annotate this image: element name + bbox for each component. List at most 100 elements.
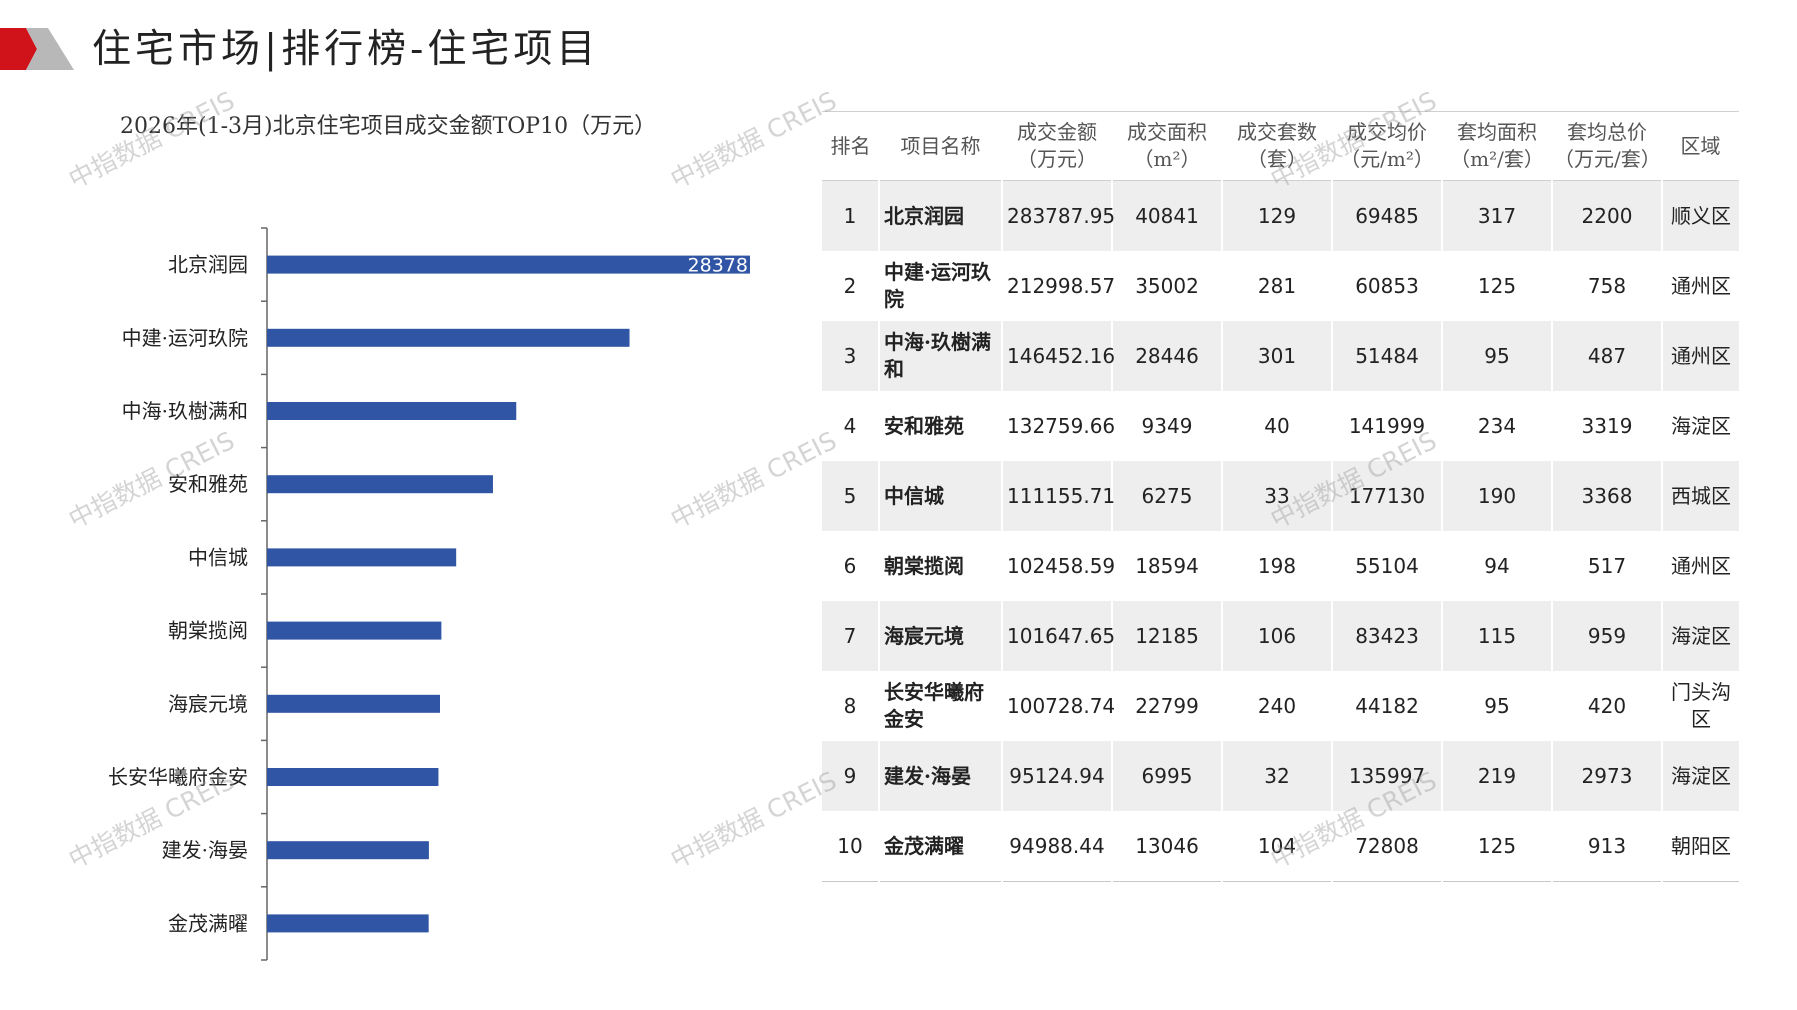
cell-deal-amount: 132759.66 xyxy=(1002,391,1115,461)
cell-project-name: 中海·玖樹满和 xyxy=(879,321,1003,391)
cell-deal-area: 22799 xyxy=(1112,671,1223,741)
header-avg-unit-price: 套均总价 （万元/套） xyxy=(1552,112,1662,181)
cell-deal-area: 6995 xyxy=(1112,741,1223,811)
cell-avg-unit-area: 125 xyxy=(1442,251,1553,321)
cell-deal-area: 40841 xyxy=(1112,180,1223,251)
cell-rank: 3 xyxy=(822,321,880,391)
header-text: （m²/套） xyxy=(1450,147,1544,171)
page-title: 住宅市场|排行榜-住宅项目 xyxy=(92,27,600,72)
cell-rank: 4 xyxy=(822,391,880,461)
header-rank: 排名 xyxy=(822,112,879,181)
chart-title: 2026年(1-3月)北京住宅项目成交金额TOP10（万元） xyxy=(120,114,657,139)
cell-district: 门头沟区 xyxy=(1662,671,1739,741)
bar-5 xyxy=(267,548,457,567)
table-row: 3 中海·玖樹满和 146452.16 28446 301 51484 95 487 通州区 xyxy=(822,321,1739,391)
cell-avg-unit-area: 234 xyxy=(1442,391,1553,461)
header-text: （套） xyxy=(1247,147,1307,171)
category-label: 海宸元境 xyxy=(168,692,248,716)
cell-deal-amount: 283787.95 xyxy=(1002,180,1115,251)
cell-avg-price: 141999 xyxy=(1332,391,1443,461)
cell-avg-unit-price: 2200 xyxy=(1552,180,1663,251)
cell-project-name: 金茂满曜 xyxy=(879,811,1003,882)
cell-deal-area: 9349 xyxy=(1112,391,1223,461)
cell-district: 海淀区 xyxy=(1662,391,1739,461)
header-text: 套均总价 xyxy=(1567,120,1647,144)
cell-deal-amount: 100728.74 xyxy=(1002,671,1115,741)
cell-avg-price: 69485 xyxy=(1332,180,1443,251)
category-label: 中建·运河玖院 xyxy=(122,326,248,350)
table-header-row: 排名 项目名称 成交金额 （万元） 成交面积 （m²） 成交套数 （套） 成交均价 （元/m²） 套… xyxy=(822,111,1739,181)
cell-district: 朝阳区 xyxy=(1662,811,1739,882)
cell-avg-price: 60853 xyxy=(1332,251,1443,321)
header-text: （元/m²） xyxy=(1340,147,1434,171)
cell-avg-unit-price: 2973 xyxy=(1552,741,1663,811)
category-label: 朝棠揽阅 xyxy=(168,619,248,643)
cell-deal-amount: 111155.71 xyxy=(1002,461,1115,531)
cell-avg-price: 44182 xyxy=(1332,671,1443,741)
header-text: 项目名称 xyxy=(900,133,981,158)
cell-deal-area: 28446 xyxy=(1112,321,1223,391)
cell-district: 海淀区 xyxy=(1662,741,1739,811)
cell-rank: 10 xyxy=(822,811,880,882)
cell-deal-units: 33 xyxy=(1222,461,1333,531)
bar-9 xyxy=(267,841,429,860)
cell-district: 海淀区 xyxy=(1662,601,1739,671)
cell-rank: 1 xyxy=(822,180,880,251)
cell-rank: 5 xyxy=(822,461,880,531)
cell-project-name: 建发·海晏 xyxy=(879,741,1003,811)
cell-avg-unit-price: 758 xyxy=(1552,251,1663,321)
cell-deal-units: 281 xyxy=(1222,251,1333,321)
cell-project-name: 海宸元境 xyxy=(879,601,1003,671)
bar-7 xyxy=(267,694,441,713)
cell-avg-unit-price: 959 xyxy=(1552,601,1663,671)
bar-6 xyxy=(267,621,442,640)
cell-avg-unit-area: 190 xyxy=(1442,461,1553,531)
cell-rank: 7 xyxy=(822,601,880,671)
cell-project-name: 北京润园 xyxy=(879,180,1003,251)
cell-avg-price: 72808 xyxy=(1332,811,1443,882)
bar-8 xyxy=(267,768,439,786)
cell-deal-units: 40 xyxy=(1222,391,1333,461)
cell-avg-unit-price: 420 xyxy=(1552,671,1663,741)
cell-avg-unit-area: 125 xyxy=(1442,811,1553,882)
category-label: 中海·玖樹满和 xyxy=(122,399,248,423)
cell-deal-amount: 95124.94 xyxy=(1002,741,1113,811)
table-row: 5 中信城 111155.71 6275 33 177130 190 3368 西城区 xyxy=(822,461,1739,531)
header-project-name: 项目名称 xyxy=(879,112,1002,181)
cell-avg-unit-price: 3319 xyxy=(1552,391,1663,461)
header-text: 成交均价 xyxy=(1347,120,1427,144)
cell-deal-units: 106 xyxy=(1222,601,1333,671)
bar-3 xyxy=(267,402,517,420)
table-row: 7 海宸元境 101647.65 12185 106 83423 115 959 海淀区 xyxy=(822,601,1739,671)
cell-rank: 6 xyxy=(822,531,880,601)
cell-deal-units: 301 xyxy=(1222,321,1333,391)
cell-deal-units: 240 xyxy=(1222,671,1333,741)
table-row: 8 长安华曦府金安 100728.74 22799 240 44182 95 420 门头沟区 xyxy=(822,671,1739,741)
cell-district: 通州区 xyxy=(1662,531,1739,601)
cell-avg-unit-area: 95 xyxy=(1442,671,1553,741)
cell-deal-amount: 94988.44 xyxy=(1002,811,1113,882)
bar-2 xyxy=(267,328,630,347)
cell-project-name: 中信城 xyxy=(879,461,1003,531)
header-avg-price: 成交均价 （元/m²） xyxy=(1332,112,1442,181)
cell-deal-area: 18594 xyxy=(1112,531,1223,601)
cell-deal-area: 35002 xyxy=(1112,251,1223,321)
table-row: 6 朝棠揽阅 102458.59 18594 198 55104 94 517 通州区 xyxy=(822,531,1739,601)
cell-deal-amount: 146452.16 xyxy=(1002,321,1115,391)
cell-project-name: 中建·运河玖院 xyxy=(879,251,1003,321)
brand-logo-icon xyxy=(0,28,74,70)
cell-deal-amount: 212998.57 xyxy=(1002,251,1115,321)
cell-district: 通州区 xyxy=(1662,251,1739,321)
category-label: 北京润园 xyxy=(168,253,248,277)
table-row: 2 中建·运河玖院 212998.57 35002 281 60853 125 758 通州区 xyxy=(822,251,1739,321)
header-text: 成交面积 xyxy=(1127,120,1207,144)
cell-district: 西城区 xyxy=(1662,461,1739,531)
category-label: 建发·海晏 xyxy=(162,838,248,862)
table-row: 4 安和雅苑 132759.66 9349 40 141999 234 3319 海淀区 xyxy=(822,391,1739,461)
cell-deal-amount: 101647.65 xyxy=(1002,601,1115,671)
cell-avg-price: 83423 xyxy=(1332,601,1443,671)
cell-deal-units: 104 xyxy=(1222,811,1333,882)
cell-avg-unit-area: 94 xyxy=(1442,531,1553,601)
header-text: 区域 xyxy=(1680,133,1721,158)
cell-avg-unit-price: 517 xyxy=(1552,531,1663,601)
